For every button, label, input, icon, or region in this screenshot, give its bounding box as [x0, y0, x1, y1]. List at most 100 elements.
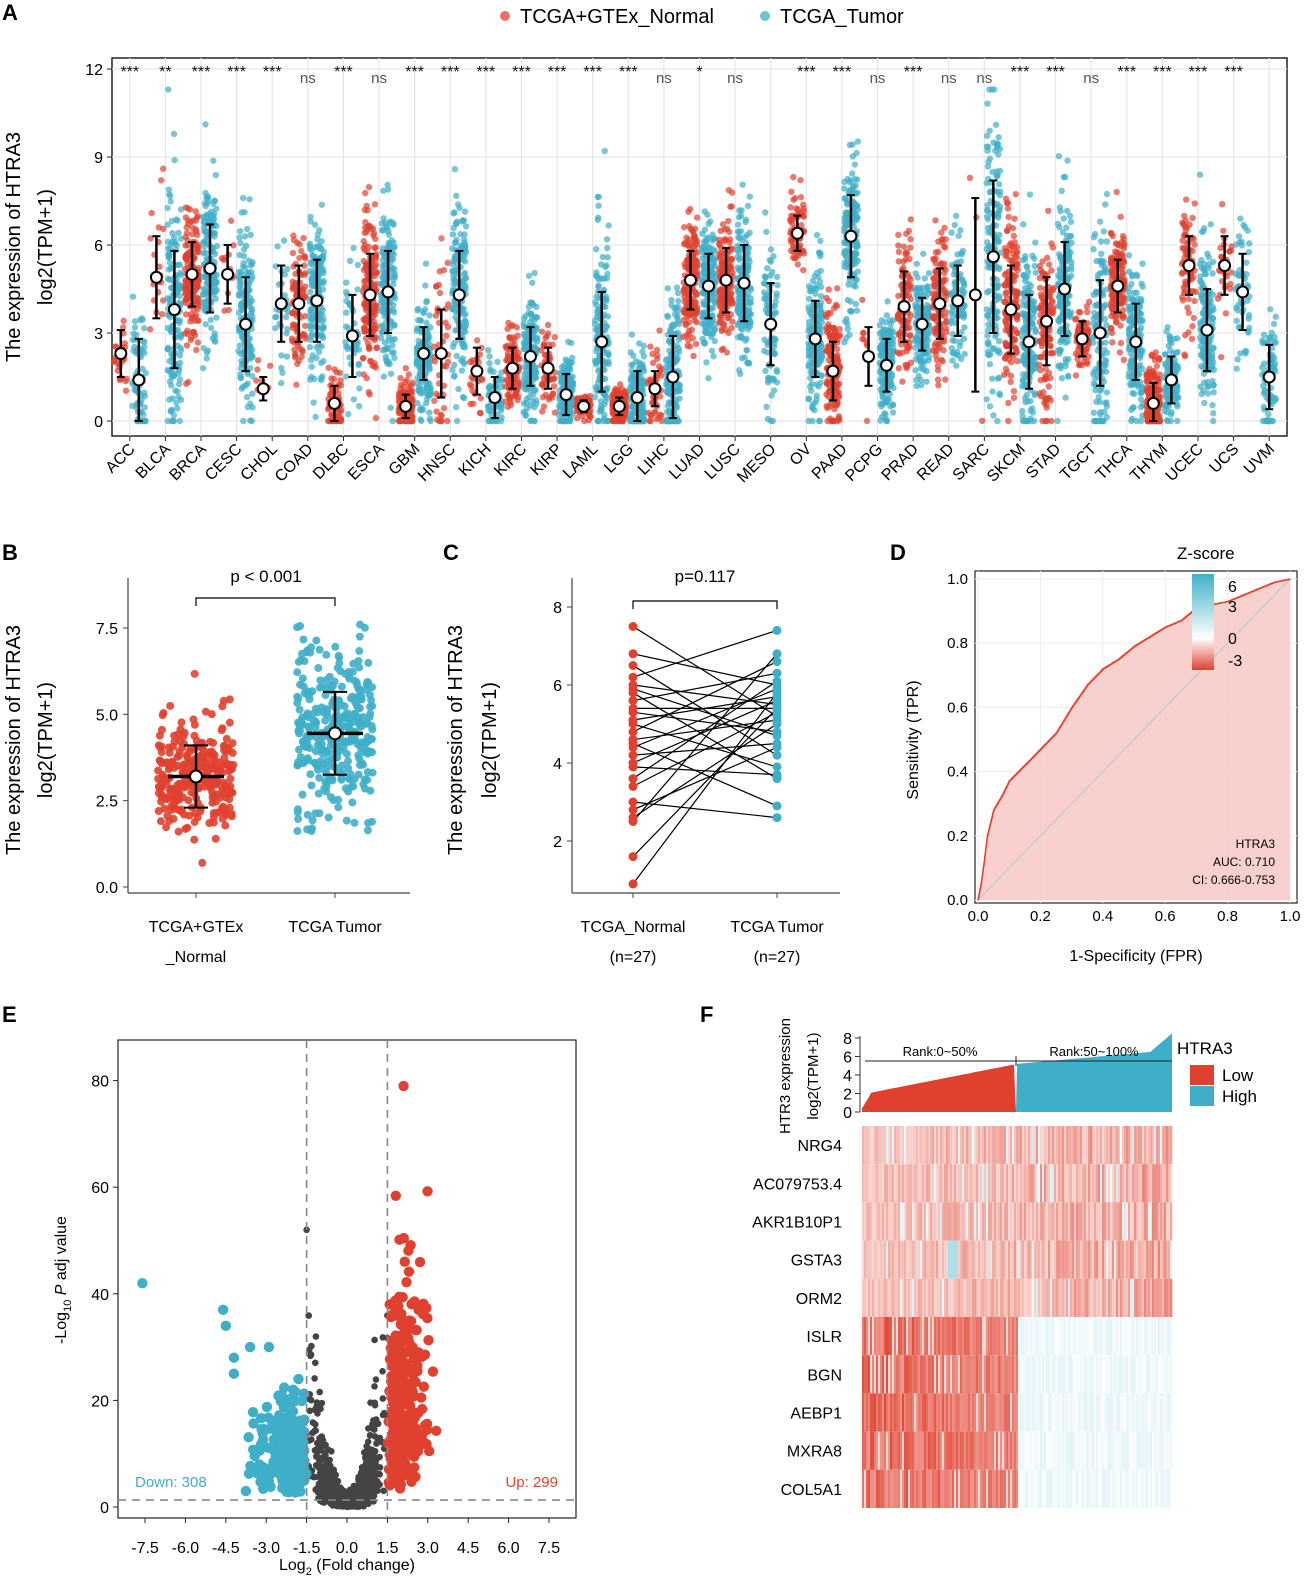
data-point — [467, 400, 474, 408]
mean-marker-CHOL-normal — [256, 382, 270, 396]
data-point — [852, 242, 859, 250]
data-point — [176, 352, 184, 359]
data-point — [244, 380, 251, 387]
data-point — [685, 319, 693, 326]
data-point — [726, 236, 734, 243]
legend: TCGA+GTEx_Normal TCGA_Tumor — [500, 6, 904, 28]
data-point — [314, 243, 321, 250]
mean-marker-MESO-tumor — [764, 317, 778, 331]
data-point — [744, 202, 752, 210]
data-point — [369, 362, 376, 369]
mean-marker-CHOL-tumor — [274, 297, 288, 311]
data-point — [666, 347, 673, 354]
mean-marker-GBM-tumor — [417, 347, 431, 361]
data-point — [431, 397, 438, 405]
data-point — [734, 304, 742, 312]
data-point — [317, 374, 325, 382]
data-point — [700, 238, 708, 246]
data-point — [686, 205, 694, 213]
data-point — [225, 306, 232, 314]
data-point — [236, 342, 244, 349]
mean-marker-ACC-normal — [114, 347, 128, 361]
data-point — [235, 291, 242, 299]
data-point — [734, 228, 742, 235]
mean-marker-OV-tumor — [808, 332, 822, 346]
mean-marker-KICH-tumor — [488, 391, 502, 405]
data-point — [427, 417, 434, 425]
data-point — [177, 344, 184, 351]
mean-marker-PAAD-tumor — [844, 229, 858, 243]
data-point — [825, 344, 833, 352]
data-point — [148, 209, 155, 217]
data-point — [361, 224, 369, 231]
mean-marker-ESCA-tumor — [381, 285, 395, 299]
data-point — [617, 417, 624, 425]
data-point — [690, 289, 698, 296]
data-point — [520, 345, 528, 352]
data-point — [440, 404, 448, 412]
mean-marker-LUAD-normal — [684, 273, 697, 287]
data-point — [166, 259, 174, 266]
significance-ESCA: ns — [371, 70, 387, 87]
data-point — [147, 235, 154, 242]
data-point — [284, 325, 291, 333]
x-tick-label-HNSC: HNSC — [415, 441, 459, 485]
data-point — [515, 380, 522, 387]
data-point — [291, 346, 298, 353]
data-point — [544, 330, 552, 337]
data-point — [245, 269, 252, 277]
data-point — [468, 382, 475, 390]
mean-marker-KIRP-tumor — [559, 388, 573, 402]
data-point — [193, 231, 201, 239]
x-tick-label-BRCA: BRCA — [166, 441, 210, 485]
data-point — [131, 318, 139, 325]
x-tick-label-MESO: MESO — [734, 441, 779, 486]
data-point — [245, 257, 252, 264]
data-point — [604, 244, 611, 252]
data-point — [272, 313, 279, 321]
data-point — [354, 286, 361, 293]
data-point — [716, 236, 723, 244]
data-point — [414, 307, 421, 314]
data-point — [274, 243, 281, 250]
mean-marker-LIHC-normal — [648, 382, 662, 396]
data-point — [284, 265, 291, 273]
data-point — [385, 231, 393, 238]
x-tick-label-OV: OV — [787, 441, 816, 470]
data-point — [807, 310, 815, 317]
data-point — [247, 400, 254, 407]
data-point — [203, 280, 211, 287]
data-point — [211, 276, 218, 283]
data-point — [717, 227, 724, 235]
data-point — [787, 204, 794, 211]
data-point — [811, 285, 818, 292]
data-point — [211, 250, 219, 258]
panel-label-e: E — [2, 1002, 17, 1027]
data-point — [745, 316, 753, 324]
data-point — [529, 279, 536, 286]
significance-LIHC: ns — [656, 70, 672, 87]
panel-label-f: F — [700, 1002, 713, 1027]
mean-marker-LAML-tumor — [595, 335, 609, 349]
data-point — [200, 239, 208, 246]
mean-marker-BRCA-tumor — [203, 261, 217, 275]
data-point — [313, 354, 320, 362]
data-point — [807, 383, 814, 390]
data-point — [668, 323, 675, 330]
data-point — [131, 324, 139, 331]
data-point — [158, 177, 165, 184]
data-point — [182, 242, 189, 249]
data-point — [414, 399, 421, 407]
data-point — [307, 316, 314, 323]
data-point — [767, 246, 775, 253]
data-point — [854, 268, 861, 275]
data-point — [665, 337, 673, 345]
data-point — [603, 295, 610, 303]
data-point — [762, 209, 769, 216]
data-point — [805, 304, 812, 311]
data-point — [459, 355, 467, 362]
data-point — [540, 403, 548, 410]
data-point — [167, 407, 175, 414]
data-point — [366, 345, 373, 353]
